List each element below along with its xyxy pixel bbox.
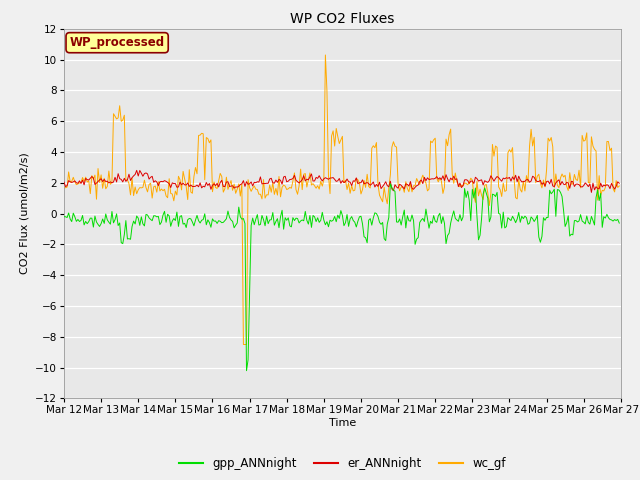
er_ANNnight <box>616 180 623 186</box>
gpp_ANNnight <box>588 214 595 219</box>
er_ANNnight <box>255 179 263 185</box>
Line: gpp_ANNnight: gpp_ANNnight <box>64 184 620 371</box>
er_ANNnight <box>586 181 594 187</box>
Line: wc_gf: wc_gf <box>64 55 620 345</box>
gpp_ANNnight <box>226 215 234 220</box>
wc_gf <box>246 185 253 191</box>
gpp_ANNnight <box>387 181 394 187</box>
wc_gf <box>588 134 595 140</box>
er_ANNnight <box>588 190 595 195</box>
Line: er_ANNnight: er_ANNnight <box>64 170 620 192</box>
Text: WP_processed: WP_processed <box>70 36 164 49</box>
wc_gf <box>255 192 263 197</box>
gpp_ANNnight <box>305 221 312 227</box>
wc_gf <box>616 183 623 189</box>
wc_gf <box>128 175 136 181</box>
wc_gf <box>226 182 234 188</box>
gpp_ANNnight <box>246 288 253 293</box>
wc_gf <box>60 185 68 191</box>
gpp_ANNnight <box>128 224 136 229</box>
er_ANNnight <box>227 183 235 189</box>
gpp_ANNnight <box>243 368 250 373</box>
er_ANNnight <box>128 175 136 180</box>
gpp_ANNnight <box>60 214 68 219</box>
er_ANNnight <box>246 181 253 187</box>
wc_gf <box>239 342 247 348</box>
Legend: gpp_ANNnight, er_ANNnight, wc_gf: gpp_ANNnight, er_ANNnight, wc_gf <box>174 452 511 475</box>
wc_gf <box>321 52 329 58</box>
gpp_ANNnight <box>255 222 263 228</box>
wc_gf <box>305 177 312 183</box>
X-axis label: Time: Time <box>329 418 356 428</box>
gpp_ANNnight <box>616 220 623 226</box>
er_ANNnight <box>133 168 141 173</box>
Y-axis label: CO2 Flux (umol/m2/s): CO2 Flux (umol/m2/s) <box>19 153 29 275</box>
Title: WP CO2 Fluxes: WP CO2 Fluxes <box>290 12 395 26</box>
er_ANNnight <box>305 177 312 183</box>
er_ANNnight <box>60 179 68 185</box>
